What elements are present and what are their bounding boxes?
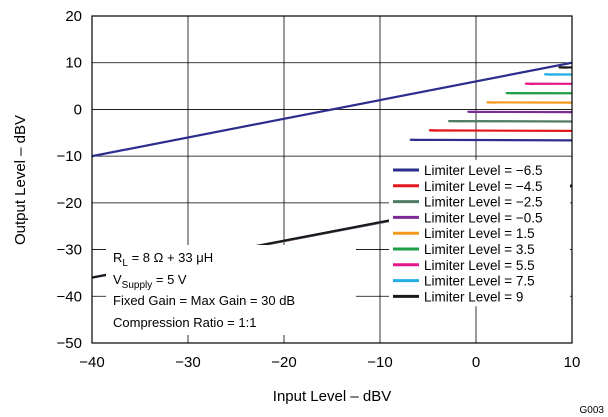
y-tick-label: −40 [57, 288, 82, 305]
x-tick-label: 0 [472, 354, 480, 371]
vsupply-note: VSupply = 5 V [113, 272, 187, 291]
legend-label: Limiter Level = 5.5 [424, 258, 535, 273]
y-tick-label: 20 [65, 8, 82, 25]
notes-box [106, 245, 356, 335]
x-tick-label: 10 [564, 354, 581, 371]
test-conditions: RL = 8 Ω + 33 μH VSupply = 5 V Fixed Gai… [106, 245, 356, 335]
legend-label: Limiter Level = −4.5 [424, 179, 543, 194]
figure-id: G003 [580, 405, 605, 416]
y-tick-label: 0 [74, 101, 82, 118]
ratio-note: Compression Ratio = 1:1 [113, 315, 256, 330]
x-axis-title: Input Level – dBV [273, 388, 391, 405]
y-tick-label: −50 [57, 335, 82, 352]
lower-limit-line [92, 61, 572, 158]
x-tick-label: −40 [79, 354, 104, 371]
legend-label: Limiter Level = −2.5 [424, 195, 543, 210]
legend-label: Limiter Level = −6.5 [424, 163, 543, 178]
x-tick-label: −10 [367, 354, 392, 371]
legend-label: Limiter Level = −0.5 [424, 210, 543, 225]
legend-label: Limiter Level = 3.5 [424, 242, 535, 257]
plot-frame [91, 15, 573, 344]
gain-note: Fixed Gain = Max Gain = 30 dB [113, 293, 295, 308]
y-tick-label: 10 [65, 55, 82, 72]
legend-label: Limiter Level = 7.5 [424, 274, 535, 289]
series-line [92, 73, 572, 279]
y-tick-label: −20 [57, 195, 82, 212]
y-tick-label: −10 [57, 148, 82, 165]
series-line [92, 66, 572, 279]
y-tick-label: −30 [57, 242, 82, 259]
x-tick-label: −20 [271, 354, 296, 371]
tick-labels: −40 −30 −20 −10 0 10 −50 −40 −30 −20 −10 0 10 20 [57, 8, 581, 371]
y-axis-title: Output Level – dBV [12, 115, 29, 245]
x-tick-label: −30 [175, 354, 200, 371]
legend-label: Limiter Level = 1.5 [424, 226, 535, 241]
rl-note: RL = 8 Ω + 33 μH [113, 250, 213, 269]
legend-box [389, 160, 570, 307]
series-line [92, 82, 572, 279]
legend-label: Limiter Level = 9 [424, 289, 523, 304]
